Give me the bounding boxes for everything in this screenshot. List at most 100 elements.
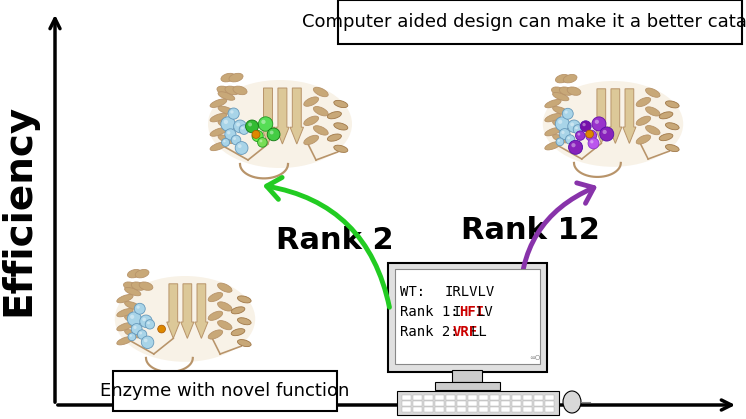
Bar bbox=[501, 395, 510, 400]
Circle shape bbox=[570, 122, 574, 126]
Ellipse shape bbox=[124, 282, 137, 290]
Ellipse shape bbox=[313, 106, 328, 116]
Ellipse shape bbox=[553, 93, 569, 101]
Circle shape bbox=[267, 128, 280, 141]
Circle shape bbox=[144, 339, 148, 342]
Circle shape bbox=[577, 133, 580, 136]
Ellipse shape bbox=[225, 86, 239, 95]
Bar bbox=[468, 401, 477, 406]
Circle shape bbox=[573, 125, 583, 134]
Ellipse shape bbox=[221, 73, 235, 82]
FancyBboxPatch shape bbox=[395, 269, 540, 364]
Text: Rank 2: Rank 2 bbox=[276, 225, 394, 254]
Bar bbox=[435, 382, 500, 390]
Ellipse shape bbox=[333, 145, 348, 153]
Circle shape bbox=[575, 127, 578, 129]
Ellipse shape bbox=[636, 98, 651, 107]
Text: Enzyme with novel function: Enzyme with novel function bbox=[100, 382, 350, 400]
Circle shape bbox=[260, 140, 263, 142]
Circle shape bbox=[137, 305, 140, 309]
Ellipse shape bbox=[231, 307, 245, 314]
Circle shape bbox=[583, 123, 586, 126]
Ellipse shape bbox=[543, 81, 683, 167]
Circle shape bbox=[228, 108, 239, 119]
Ellipse shape bbox=[115, 276, 255, 362]
Circle shape bbox=[233, 137, 236, 140]
Ellipse shape bbox=[659, 112, 673, 119]
Text: LV: LV bbox=[477, 305, 494, 319]
Ellipse shape bbox=[125, 287, 141, 296]
Text: ∞O: ∞O bbox=[530, 355, 541, 361]
Circle shape bbox=[140, 332, 142, 334]
Bar bbox=[402, 407, 411, 412]
Bar bbox=[523, 401, 532, 406]
Circle shape bbox=[595, 120, 599, 124]
Circle shape bbox=[556, 138, 564, 146]
Ellipse shape bbox=[553, 106, 569, 115]
Circle shape bbox=[588, 132, 591, 136]
Ellipse shape bbox=[563, 391, 581, 413]
Bar bbox=[468, 395, 477, 400]
Text: Computer aided design can make it a better catalyst: Computer aided design can make it a bett… bbox=[301, 13, 746, 31]
Ellipse shape bbox=[545, 142, 561, 150]
Bar bbox=[501, 401, 510, 406]
Text: VRF: VRF bbox=[453, 325, 478, 339]
Ellipse shape bbox=[128, 269, 141, 278]
Circle shape bbox=[568, 120, 580, 132]
FancyBboxPatch shape bbox=[338, 0, 742, 44]
Circle shape bbox=[600, 127, 614, 141]
Circle shape bbox=[134, 326, 137, 329]
Bar bbox=[424, 407, 433, 412]
Circle shape bbox=[565, 111, 568, 114]
Circle shape bbox=[572, 144, 576, 147]
Text: Rank 2:: Rank 2: bbox=[400, 325, 467, 339]
Ellipse shape bbox=[208, 80, 352, 168]
Ellipse shape bbox=[210, 114, 227, 122]
Bar bbox=[424, 395, 433, 400]
Ellipse shape bbox=[333, 101, 348, 108]
Ellipse shape bbox=[208, 330, 222, 339]
Ellipse shape bbox=[665, 123, 679, 130]
FancyBboxPatch shape bbox=[397, 391, 559, 415]
Ellipse shape bbox=[645, 107, 660, 116]
Ellipse shape bbox=[233, 86, 247, 95]
Ellipse shape bbox=[210, 99, 227, 107]
Bar bbox=[523, 407, 532, 412]
Bar bbox=[413, 395, 422, 400]
Ellipse shape bbox=[545, 127, 561, 136]
Polygon shape bbox=[167, 284, 180, 339]
Ellipse shape bbox=[229, 73, 243, 82]
Circle shape bbox=[225, 129, 236, 140]
Bar bbox=[435, 407, 444, 412]
Ellipse shape bbox=[125, 316, 141, 324]
Bar bbox=[490, 407, 499, 412]
Circle shape bbox=[561, 131, 565, 134]
Polygon shape bbox=[261, 88, 275, 144]
Circle shape bbox=[558, 120, 562, 124]
Ellipse shape bbox=[553, 121, 569, 129]
Text: Rank 12: Rank 12 bbox=[460, 215, 600, 245]
FancyBboxPatch shape bbox=[113, 371, 337, 411]
Bar bbox=[452, 370, 482, 382]
Ellipse shape bbox=[553, 134, 569, 143]
Ellipse shape bbox=[218, 321, 232, 330]
Circle shape bbox=[245, 120, 258, 133]
Ellipse shape bbox=[313, 126, 328, 135]
Ellipse shape bbox=[117, 336, 133, 345]
Circle shape bbox=[586, 130, 594, 138]
Ellipse shape bbox=[556, 75, 569, 83]
Circle shape bbox=[130, 334, 132, 337]
Ellipse shape bbox=[237, 296, 251, 303]
Ellipse shape bbox=[125, 330, 141, 338]
FancyBboxPatch shape bbox=[388, 263, 547, 372]
Circle shape bbox=[588, 138, 599, 149]
Ellipse shape bbox=[218, 302, 232, 311]
Circle shape bbox=[128, 312, 141, 326]
Circle shape bbox=[241, 127, 244, 129]
Polygon shape bbox=[181, 284, 194, 339]
Bar bbox=[534, 395, 543, 400]
Circle shape bbox=[569, 141, 582, 153]
Bar bbox=[512, 401, 521, 406]
Ellipse shape bbox=[304, 97, 319, 106]
Bar bbox=[424, 401, 433, 406]
